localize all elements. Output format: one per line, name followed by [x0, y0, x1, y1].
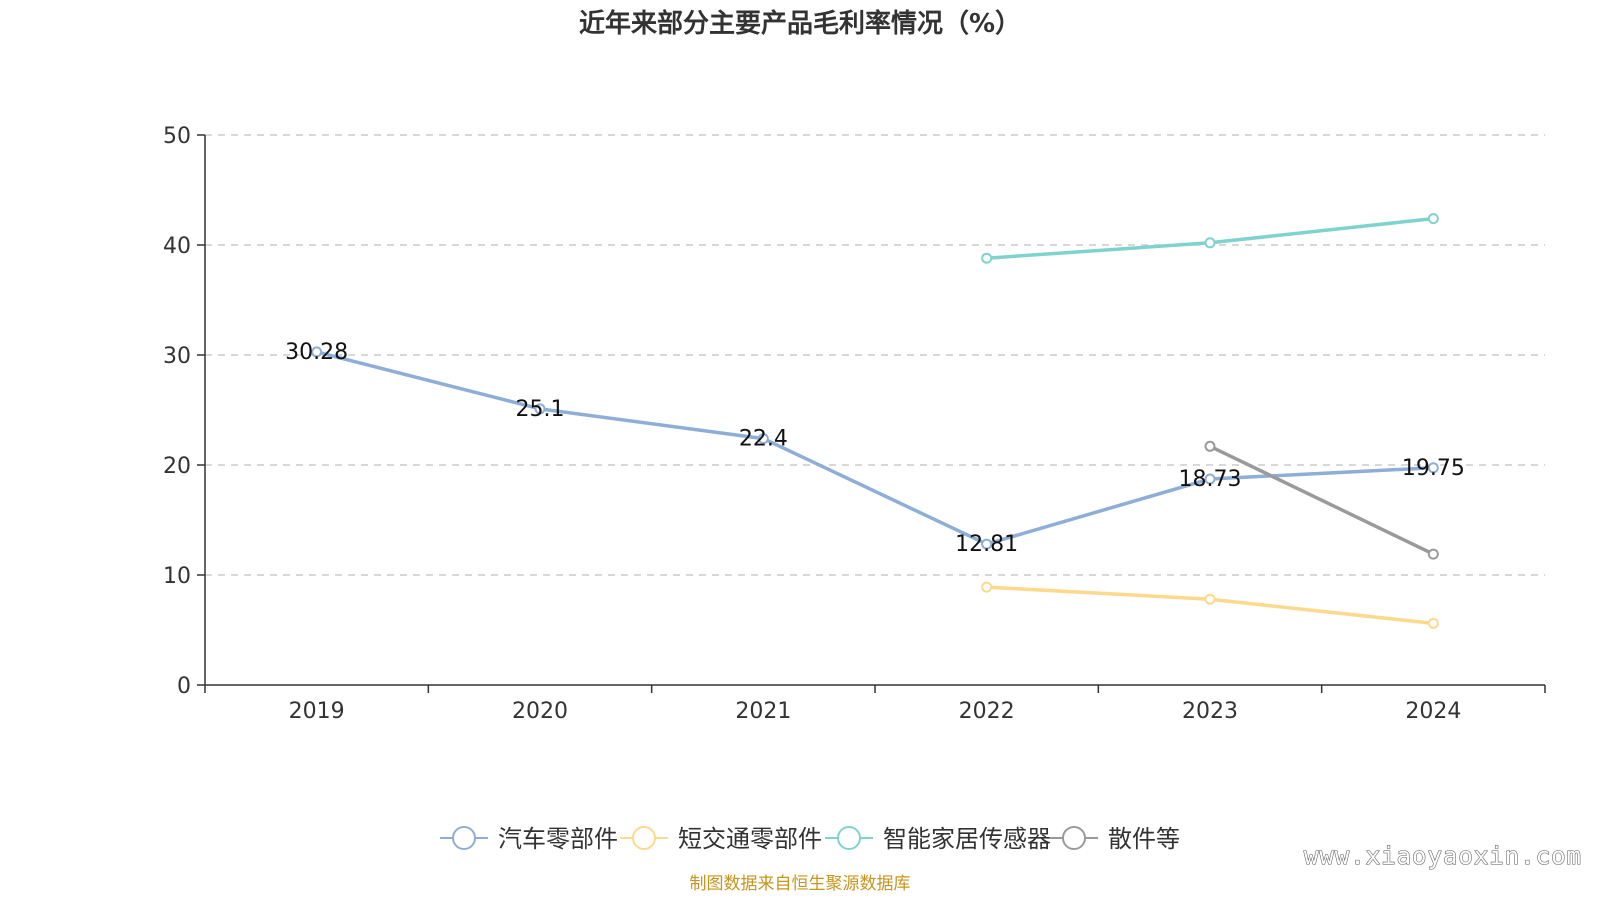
data-label-0-2024: 19.75 — [1402, 456, 1465, 481]
y-tick-label-5: 50 — [163, 124, 191, 149]
series-1-point-2023 — [1204, 593, 1216, 605]
series — [311, 213, 1439, 629]
series-0-point-2019 — [311, 346, 323, 358]
series-0-point-2020 — [534, 403, 546, 415]
legend-item-2[interactable]: 智能家居传感器 — [825, 825, 1051, 853]
x-tick-label-2020: 2020 — [512, 699, 568, 724]
legend-label-0: 汽车零部件 — [498, 825, 618, 853]
legend-label-3: 散件等 — [1108, 825, 1180, 853]
series-line-0 — [316, 350, 1434, 546]
series-3-point-2023 — [1204, 440, 1216, 452]
y-tick-label-2: 20 — [163, 454, 191, 479]
legend-marker-0 — [452, 826, 476, 850]
series-line-1 — [986, 585, 1434, 626]
x-tick-label-2023: 2023 — [1182, 699, 1238, 724]
series-1-point-2022 — [981, 581, 993, 593]
source-note: 制图数据来自恒生聚源数据库 — [690, 874, 911, 894]
series-0-point-2023 — [1204, 473, 1216, 485]
legend-label-1: 短交通零部件 — [678, 825, 822, 853]
series-0-point-2024 — [1427, 462, 1439, 474]
chart-title: 近年来部分主要产品毛利率情况（%） — [579, 8, 1021, 39]
series-3-point-2024 — [1427, 548, 1439, 560]
grid — [205, 134, 1545, 576]
series-0-point-2021 — [757, 433, 769, 445]
series-1-point-2024 — [1427, 617, 1439, 629]
data-label-0-2023: 18.73 — [1179, 467, 1242, 492]
x-tick-label-2024: 2024 — [1405, 699, 1461, 724]
data-label-0-2022: 12.81 — [955, 532, 1018, 557]
y-tick-label-4: 40 — [163, 234, 191, 259]
legend-label-2: 智能家居传感器 — [883, 825, 1051, 853]
x-tick-label-2022: 2022 — [959, 699, 1015, 724]
y-tick-label-1: 10 — [163, 564, 191, 589]
legend-item-3[interactable]: 散件等 — [1050, 825, 1180, 853]
data-label-0-2020: 25.1 — [516, 397, 565, 422]
legend-item-0[interactable]: 汽车零部件 — [440, 825, 618, 853]
series-0-point-2022 — [981, 538, 993, 550]
y-tick-label-3: 30 — [163, 344, 191, 369]
series-line-3 — [1209, 444, 1435, 556]
series-2-point-2023 — [1204, 237, 1216, 249]
x-tick-label-2021: 2021 — [735, 699, 791, 724]
data-label-0-2019: 30.28 — [285, 340, 348, 365]
axes: 0 10 20 30 40 50 2019 2020 2021 2022 2023 2024 — [163, 124, 1546, 724]
series-2-point-2024 — [1427, 213, 1439, 225]
legend-marker-1 — [632, 826, 656, 850]
series-2-point-2022 — [981, 252, 993, 264]
legend: 汽车零部件 短交通零部件 智能家居传感器 散件等 — [440, 825, 1180, 853]
x-tick-label-2019: 2019 — [289, 699, 345, 724]
data-label-0-2021: 22.4 — [739, 427, 788, 452]
legend-marker-2 — [837, 826, 861, 850]
watermark: www.xiaoyaoxin.com — [1304, 842, 1582, 870]
y-tick-label-0: 0 — [177, 674, 191, 699]
data-labels: 30.28 25.1 22.4 12.81 18.73 19.75 — [285, 340, 1465, 557]
legend-item-1[interactable]: 短交通零部件 — [620, 825, 822, 853]
legend-marker-3 — [1062, 826, 1086, 850]
